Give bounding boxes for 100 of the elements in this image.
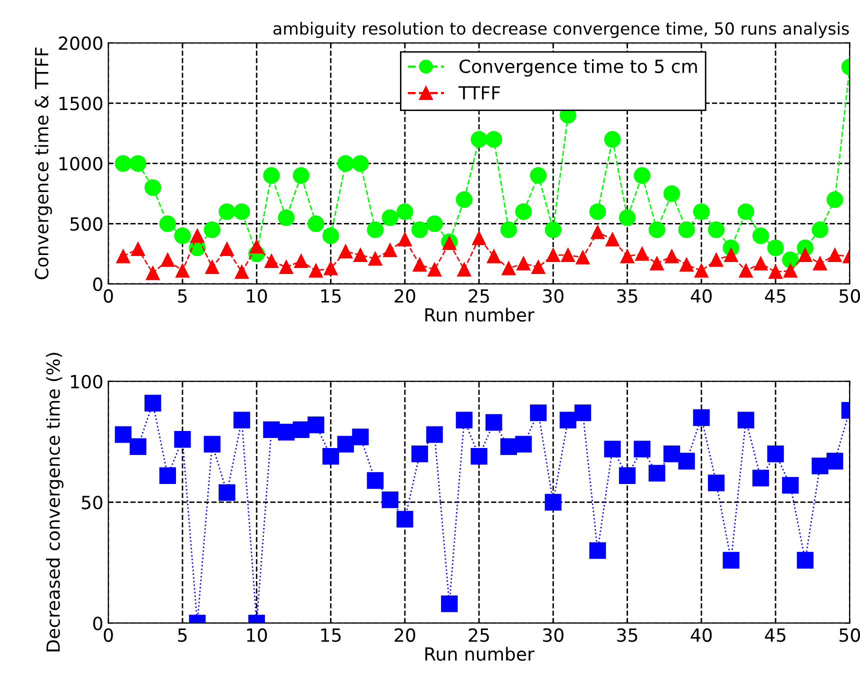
point — [500, 221, 518, 238]
point — [544, 494, 562, 511]
point — [783, 264, 798, 278]
x-tick-label: 35 — [617, 628, 638, 642]
point — [678, 221, 695, 238]
chart-title: ambiguity resolution to decrease convergence time, 50 runs analysis — [273, 22, 849, 38]
point — [205, 260, 220, 274]
x-tick-label: 45 — [764, 628, 786, 642]
point — [470, 448, 488, 465]
point — [738, 264, 753, 278]
x-tick-label: 10 — [247, 289, 267, 303]
point — [722, 552, 740, 569]
point — [114, 426, 132, 443]
point — [352, 155, 369, 172]
point — [411, 221, 428, 238]
point — [441, 595, 458, 612]
point — [709, 252, 724, 267]
y-tick-label: 0 — [93, 616, 102, 630]
point — [828, 248, 842, 262]
point — [724, 248, 738, 262]
x-tick-label: 50 — [840, 628, 860, 642]
point — [292, 167, 310, 184]
point — [813, 256, 827, 270]
point — [606, 232, 620, 246]
point — [220, 242, 234, 256]
point — [752, 227, 770, 244]
point — [812, 221, 828, 238]
point — [680, 258, 694, 272]
point — [366, 472, 384, 489]
point — [516, 256, 530, 270]
point — [754, 256, 768, 270]
point — [546, 248, 560, 262]
point — [130, 438, 146, 455]
x-tick-label: 30 — [543, 289, 564, 303]
point — [426, 426, 443, 443]
point — [308, 416, 324, 434]
point — [382, 491, 398, 508]
point — [204, 221, 220, 238]
legend-label: TTFF — [458, 86, 500, 100]
point — [589, 542, 606, 559]
point — [233, 412, 250, 428]
point — [131, 242, 145, 256]
point — [160, 252, 175, 267]
point — [650, 256, 664, 270]
x-tick-label: 25 — [468, 628, 489, 642]
point — [693, 409, 710, 426]
point — [738, 203, 754, 220]
point — [428, 262, 442, 276]
point — [233, 203, 250, 220]
point — [353, 248, 368, 262]
point — [308, 264, 323, 278]
point — [664, 249, 679, 264]
point — [620, 249, 634, 264]
point — [767, 446, 784, 462]
point — [322, 227, 340, 244]
point — [263, 167, 280, 184]
point — [530, 404, 547, 422]
point — [663, 185, 680, 202]
point — [204, 436, 220, 453]
point — [544, 221, 562, 238]
x-axis-title: Run number — [425, 646, 534, 661]
y-tick-label: 100 — [71, 374, 102, 388]
point — [250, 240, 264, 254]
point — [472, 231, 486, 246]
point — [174, 431, 191, 448]
point — [398, 232, 412, 246]
point — [278, 209, 295, 226]
point — [634, 167, 650, 184]
point — [174, 227, 191, 244]
point — [116, 249, 130, 264]
point — [530, 167, 547, 184]
point — [412, 258, 427, 272]
point — [442, 236, 456, 250]
point — [294, 254, 308, 268]
point — [694, 264, 708, 278]
point — [411, 446, 428, 462]
x-tick-label: 45 — [764, 289, 786, 303]
point — [560, 412, 576, 428]
point — [752, 470, 770, 486]
point — [337, 155, 354, 172]
point — [130, 155, 146, 172]
point — [604, 131, 621, 148]
point — [368, 252, 382, 266]
legend-label: Convergence time to 5 cm — [459, 59, 697, 77]
y-tick-label: 500 — [70, 217, 102, 231]
point — [782, 252, 799, 268]
x-tick-label: 40 — [690, 289, 712, 303]
point — [337, 436, 354, 453]
point — [826, 452, 844, 470]
point — [352, 428, 369, 446]
point — [576, 250, 590, 264]
point — [708, 221, 725, 238]
y-tick-label: 1000 — [60, 156, 102, 171]
point — [234, 264, 249, 279]
point — [292, 421, 310, 438]
y-tick-label: 1500 — [60, 96, 102, 110]
point — [263, 421, 280, 438]
point — [590, 225, 605, 240]
point — [634, 440, 650, 458]
x-tick-label: 40 — [690, 628, 712, 642]
